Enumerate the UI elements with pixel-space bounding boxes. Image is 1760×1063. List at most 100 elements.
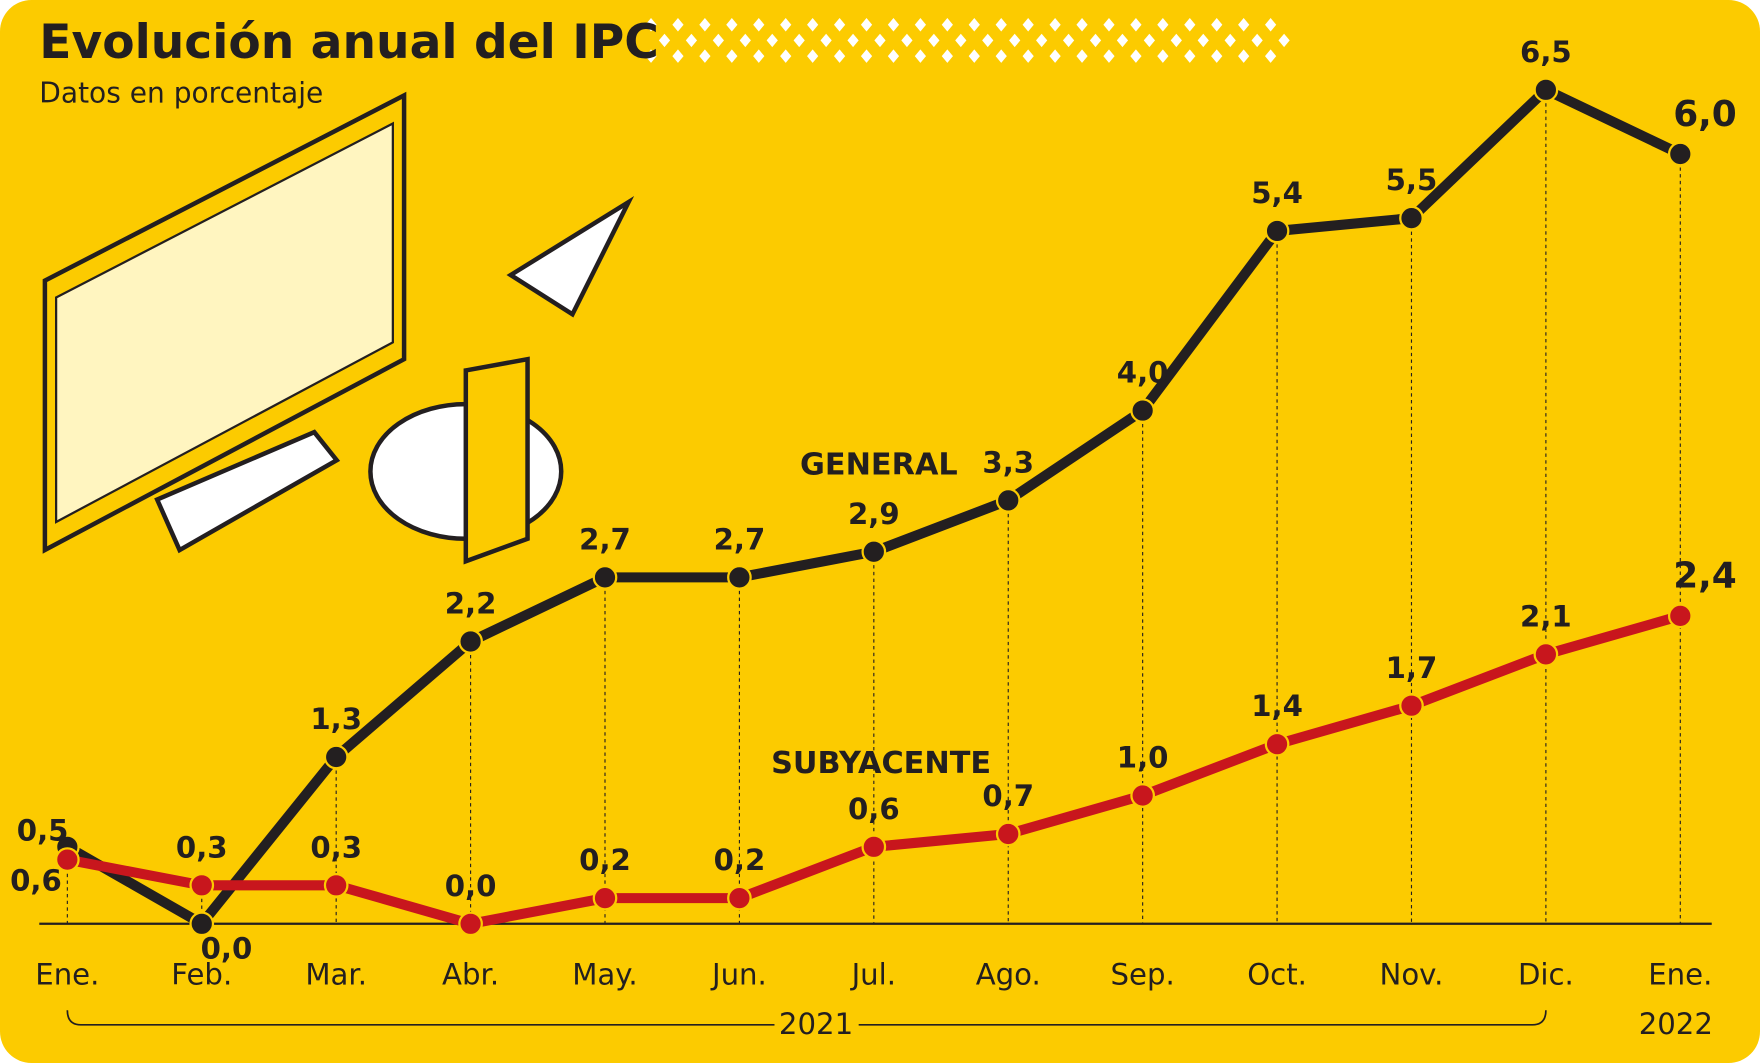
- diamond: [726, 49, 738, 63]
- diamond: [955, 33, 967, 48]
- point: [861, 539, 887, 565]
- point: [1533, 642, 1559, 667]
- diamond: [753, 49, 765, 63]
- data-label: 0,0: [201, 932, 253, 966]
- diamond: [901, 33, 913, 48]
- point: [1264, 218, 1290, 244]
- data-label: 1,3: [310, 702, 362, 736]
- data-label: 0,2: [714, 843, 766, 877]
- data-label: 0,3: [310, 830, 362, 864]
- point: [1667, 603, 1693, 629]
- data-label: 5,5: [1386, 163, 1438, 197]
- data-label: 2,4: [1673, 556, 1737, 597]
- data-label: 0,3: [176, 830, 228, 864]
- data-label: 2,2: [445, 587, 497, 621]
- diamond: [1170, 33, 1182, 48]
- diamond: [833, 17, 846, 32]
- data-label: 2,9: [848, 497, 900, 531]
- diamond: [780, 49, 792, 63]
- point: [1130, 783, 1155, 808]
- x-tick-label: Jun.: [710, 958, 767, 992]
- diamond: [672, 49, 684, 63]
- point: [323, 744, 349, 770]
- diamond: [1278, 33, 1290, 48]
- diamond: [1184, 49, 1196, 63]
- diamond: [1251, 33, 1263, 48]
- diamond: [1157, 49, 1169, 63]
- x-tick-label: Nov.: [1380, 958, 1444, 992]
- diamond: [1265, 17, 1277, 32]
- diamond: [1157, 17, 1169, 32]
- x-tick-label: Mar.: [305, 958, 367, 992]
- diamond: [833, 49, 846, 63]
- point: [323, 872, 349, 898]
- diamond: [1036, 33, 1048, 48]
- point: [1130, 398, 1155, 423]
- data-label: 0,6: [848, 792, 900, 826]
- year-label: 2021: [779, 1007, 853, 1041]
- chart-title: Evolución anual del IPC: [39, 15, 659, 70]
- point: [592, 565, 618, 590]
- diamond: [1103, 49, 1115, 63]
- diamond: [1265, 49, 1277, 63]
- point: [995, 488, 1021, 513]
- year-label: 2022: [1639, 1007, 1713, 1041]
- point: [1533, 77, 1559, 103]
- diamond: [793, 33, 805, 48]
- diamond: [1009, 33, 1021, 48]
- diamond: [995, 49, 1007, 63]
- x-tick-label: Sep.: [1111, 958, 1175, 992]
- point: [861, 834, 887, 860]
- diamond: [739, 33, 751, 48]
- data-label: 0,0: [445, 869, 497, 903]
- diamond: [1076, 17, 1088, 32]
- diamond: [874, 33, 886, 48]
- data-label: 0,7: [982, 779, 1034, 813]
- data-label: 6,0: [1673, 94, 1737, 135]
- diamond: [968, 17, 980, 32]
- diamond: [847, 33, 859, 48]
- point: [1399, 693, 1424, 719]
- point: [995, 821, 1021, 847]
- diamond: [1049, 49, 1061, 63]
- point: [458, 911, 483, 937]
- point: [1264, 731, 1290, 757]
- data-label: 2,1: [1520, 599, 1572, 633]
- series-name: SUBYACENTE: [771, 746, 991, 781]
- point: [458, 629, 483, 654]
- diamond: [914, 49, 927, 63]
- diamond: [1022, 17, 1034, 32]
- diamond: [753, 17, 765, 32]
- diamond: [780, 17, 792, 32]
- diamond: [1238, 17, 1250, 32]
- diamond: [1076, 49, 1088, 63]
- diamond: [995, 17, 1007, 32]
- year-bracket: [66, 1010, 1547, 1026]
- diamond: [1238, 49, 1250, 63]
- data-label: 3,3: [982, 445, 1034, 479]
- diamond: [1130, 17, 1142, 32]
- diamond: [1143, 33, 1155, 48]
- diamond: [672, 17, 684, 32]
- data-label: 0,5: [17, 814, 69, 848]
- diamond: [1197, 33, 1209, 48]
- point: [592, 885, 618, 911]
- data-label: 4,0: [1117, 356, 1169, 390]
- diamond: [1116, 33, 1129, 48]
- illustration: [42, 91, 635, 565]
- point: [1399, 205, 1424, 231]
- x-tick-label: Feb.: [171, 958, 232, 992]
- diamond: [1184, 17, 1196, 32]
- diamond: [726, 17, 738, 32]
- point: [189, 872, 215, 898]
- data-label: 6,5: [1520, 35, 1572, 69]
- diamond: [658, 33, 671, 48]
- x-tick-label: Oct.: [1247, 958, 1307, 992]
- diamond: [1211, 49, 1223, 63]
- diamond: [712, 33, 724, 48]
- series-name: GENERAL: [800, 447, 958, 482]
- diamond: [968, 49, 980, 63]
- x-tick-label: Ene.: [1648, 958, 1712, 992]
- point: [727, 885, 752, 911]
